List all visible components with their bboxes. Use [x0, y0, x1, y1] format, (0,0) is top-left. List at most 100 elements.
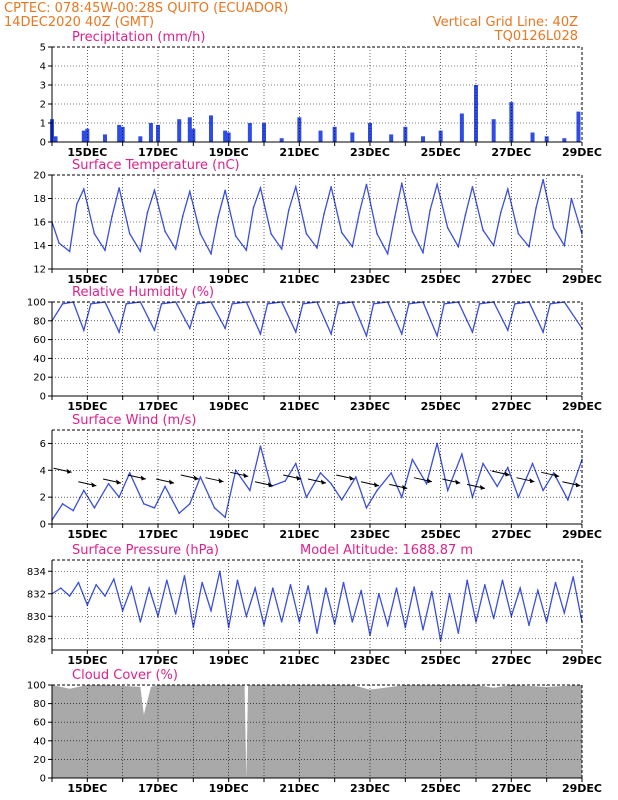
- wind-arrowhead: [455, 479, 461, 485]
- temperature-point: [535, 207, 537, 209]
- cloud-cover-ytick-label: 40: [33, 736, 46, 747]
- wind-point: [330, 482, 332, 485]
- wind-arrowhead: [243, 472, 249, 478]
- pressure-point: [519, 587, 521, 589]
- humidity-point: [210, 301, 212, 303]
- precipitation-bar: [148, 123, 153, 142]
- wind-arrowhead: [554, 472, 560, 478]
- humidity-ytick-label: 20: [33, 373, 46, 384]
- precipitation-bar: [262, 123, 266, 142]
- wind-arrowhead: [91, 482, 97, 488]
- pressure-point: [68, 595, 71, 597]
- temperature-panel: Surface Temperature (nC) 12 14 16 18 20 15DEC 1…: [33, 158, 602, 286]
- pressure-point: [60, 587, 62, 589]
- pressure-point: [378, 592, 380, 595]
- temperature-point: [358, 211, 361, 214]
- temperature-point: [563, 244, 566, 247]
- pressure-point: [422, 628, 424, 631]
- pressure-point: [466, 579, 468, 582]
- humidity-point: [330, 333, 332, 335]
- wind-point: [319, 472, 322, 474]
- humidity-point: [189, 327, 191, 330]
- temperature-point: [259, 187, 262, 189]
- pressure-point: [484, 583, 486, 586]
- precipitation-xtick-label: 25DEC: [421, 146, 461, 159]
- pressure-point: [245, 615, 248, 618]
- pressure-point: [413, 586, 415, 588]
- temperature-point: [181, 215, 184, 217]
- humidity-xtick-label: 23DEC: [350, 400, 390, 413]
- precipitation-panel: Precipitation (mm/h) 0 1 2 3 4 5 15DEC 17DEC 19DE…: [40, 30, 602, 159]
- precipitation-bar: [491, 119, 496, 142]
- wind-arrowhead: [349, 475, 355, 481]
- temperature-point: [217, 216, 219, 219]
- precipitation-title: Precipitation (mm/h): [72, 30, 205, 45]
- humidity-point: [245, 301, 248, 303]
- precipitation-bar: [223, 130, 228, 142]
- pressure-point: [272, 587, 274, 589]
- header-date: 14DEC2020 40Z (GMT): [4, 15, 154, 30]
- wind-point: [517, 496, 520, 498]
- pressure-xtick-label: 29DEC: [562, 654, 602, 667]
- wind-xtick-label: 29DEC: [562, 528, 602, 541]
- temperature-point: [365, 183, 368, 186]
- temperature-point: [58, 242, 60, 244]
- temperature-point: [507, 188, 509, 190]
- wind-point: [542, 489, 544, 492]
- wind-point: [507, 466, 509, 469]
- pressure-point: [201, 581, 203, 584]
- precipitation-bar: [85, 128, 90, 142]
- humidity-xtick-label: 21DEC: [279, 400, 319, 413]
- pressure-point: [457, 632, 460, 634]
- wind-xtick-label: 21DEC: [279, 528, 319, 541]
- pressure-point: [121, 609, 124, 612]
- temperature-point: [386, 252, 389, 255]
- wind-point: [567, 499, 569, 501]
- precipitation-bar: [177, 119, 182, 142]
- pressure-point: [307, 585, 309, 587]
- pressure-point: [227, 626, 230, 629]
- humidity-point: [542, 331, 544, 333]
- pressure-point: [192, 626, 195, 629]
- wind-point: [224, 516, 226, 519]
- temperature-point: [118, 187, 120, 189]
- cloud-cover-xtick-label: 23DEC: [350, 782, 390, 795]
- wind-xtick-label: 17DEC: [138, 528, 178, 541]
- cloud-cover-xtick-label: 15DEC: [67, 782, 107, 795]
- temperature-point: [164, 230, 166, 233]
- wind-arrowhead: [321, 479, 326, 485]
- temperature-point: [330, 185, 332, 188]
- pressure-point: [333, 623, 336, 625]
- wind-point: [199, 476, 202, 478]
- precipitation-bar: [156, 124, 160, 142]
- temperature-point: [295, 185, 297, 188]
- precipitation-bar: [81, 130, 86, 142]
- pressure-ytick-label: 828: [27, 634, 46, 645]
- wind-point: [83, 489, 85, 492]
- header-grid-line: Vertical Grid Line: 40Z: [433, 15, 578, 30]
- humidity-title: Relative Humidity (%): [72, 285, 214, 300]
- humidity-point: [160, 303, 163, 305]
- pressure-point: [360, 589, 362, 592]
- temperature-xtick-label: 15DEC: [67, 273, 107, 286]
- humidity-xtick-label: 29DEC: [562, 400, 602, 413]
- precipitation-bar: [279, 138, 284, 142]
- cloud-cover-ytick-label: 80: [33, 699, 46, 710]
- precipitation-ytick-label: 2: [40, 100, 46, 111]
- wind-xtick-label: 23DEC: [350, 528, 390, 541]
- wind-point: [249, 489, 251, 492]
- precipitation-bar: [318, 130, 323, 142]
- temperature-xtick-label: 29DEC: [562, 273, 602, 286]
- pressure-point: [537, 589, 539, 592]
- precipitation-bar: [459, 113, 464, 142]
- pressure-point: [395, 587, 398, 589]
- pressure-point: [148, 587, 150, 589]
- temperature-ytick-label: 18: [33, 194, 46, 205]
- pressure-point: [351, 621, 354, 623]
- pressure-point: [254, 587, 256, 589]
- pressure-xtick-label: 17DEC: [138, 654, 178, 667]
- humidity-point: [365, 335, 368, 337]
- wind-point: [436, 442, 438, 445]
- wind-arrowhead: [116, 479, 122, 485]
- wind-point: [72, 509, 74, 512]
